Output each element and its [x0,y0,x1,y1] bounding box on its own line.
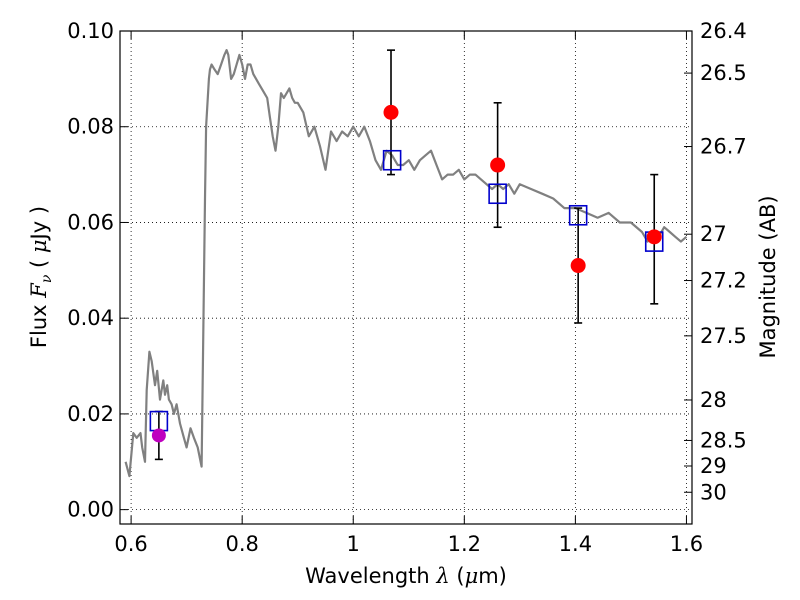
x-tick-label: 1 [347,532,360,556]
x-tick-label: 0.6 [114,532,147,556]
x-tick-label: 1.6 [670,532,703,556]
synthetic-marker [568,204,588,226]
mag-tick-label: 26.7 [700,135,747,159]
observed-marker [383,104,399,120]
observed-marker [570,258,586,274]
model-spectrum [124,49,688,478]
mag-tick-label: 30 [700,480,727,504]
synthetic-marker [488,183,507,205]
mag-tick-label: 26.5 [700,61,747,85]
y-tick-label: 0.00 [67,498,114,522]
grid-lines [120,30,692,524]
mag-tick-label: 27.5 [700,324,747,348]
plot-frame [119,30,693,525]
y-axis-label: Flux Fν ( μJy ) [27,206,55,348]
y-tick-label: 0.06 [67,210,114,234]
optical-marker [151,428,166,443]
mag-tick-label: 26.4 [700,19,747,43]
mag-tick-label: 28.5 [700,428,747,452]
mag-tick-label: 27 [700,222,727,246]
y-tick-label: 0.08 [67,115,114,139]
axis-ticks: 0.6 0.8 1 1.2 1.4 1.6 0.00 0.02 0.04 0.06 0.08 0.10… [67,19,747,556]
y-tick-label: 0.02 [67,402,114,426]
x-tick-label: 0.8 [225,532,258,556]
spectrum-line [124,49,688,478]
x-axis-label: Wavelength λ (μm) [305,564,507,588]
y2-axis-label: Magnitude (AB) [756,195,780,358]
mag-tick-label: 29 [700,454,727,478]
x-tick-label: 1.2 [448,532,481,556]
y-tick-label: 0.10 [67,19,114,43]
mag-tick-label: 27.2 [700,269,747,293]
observed-marker [490,157,506,173]
synthetic-marker [382,149,402,171]
mag-tick-label: 28 [700,388,727,412]
y-tick-label: 0.04 [67,306,114,330]
x-tick-label: 1.4 [559,532,592,556]
data-points [149,49,664,461]
observed-marker [646,229,662,245]
